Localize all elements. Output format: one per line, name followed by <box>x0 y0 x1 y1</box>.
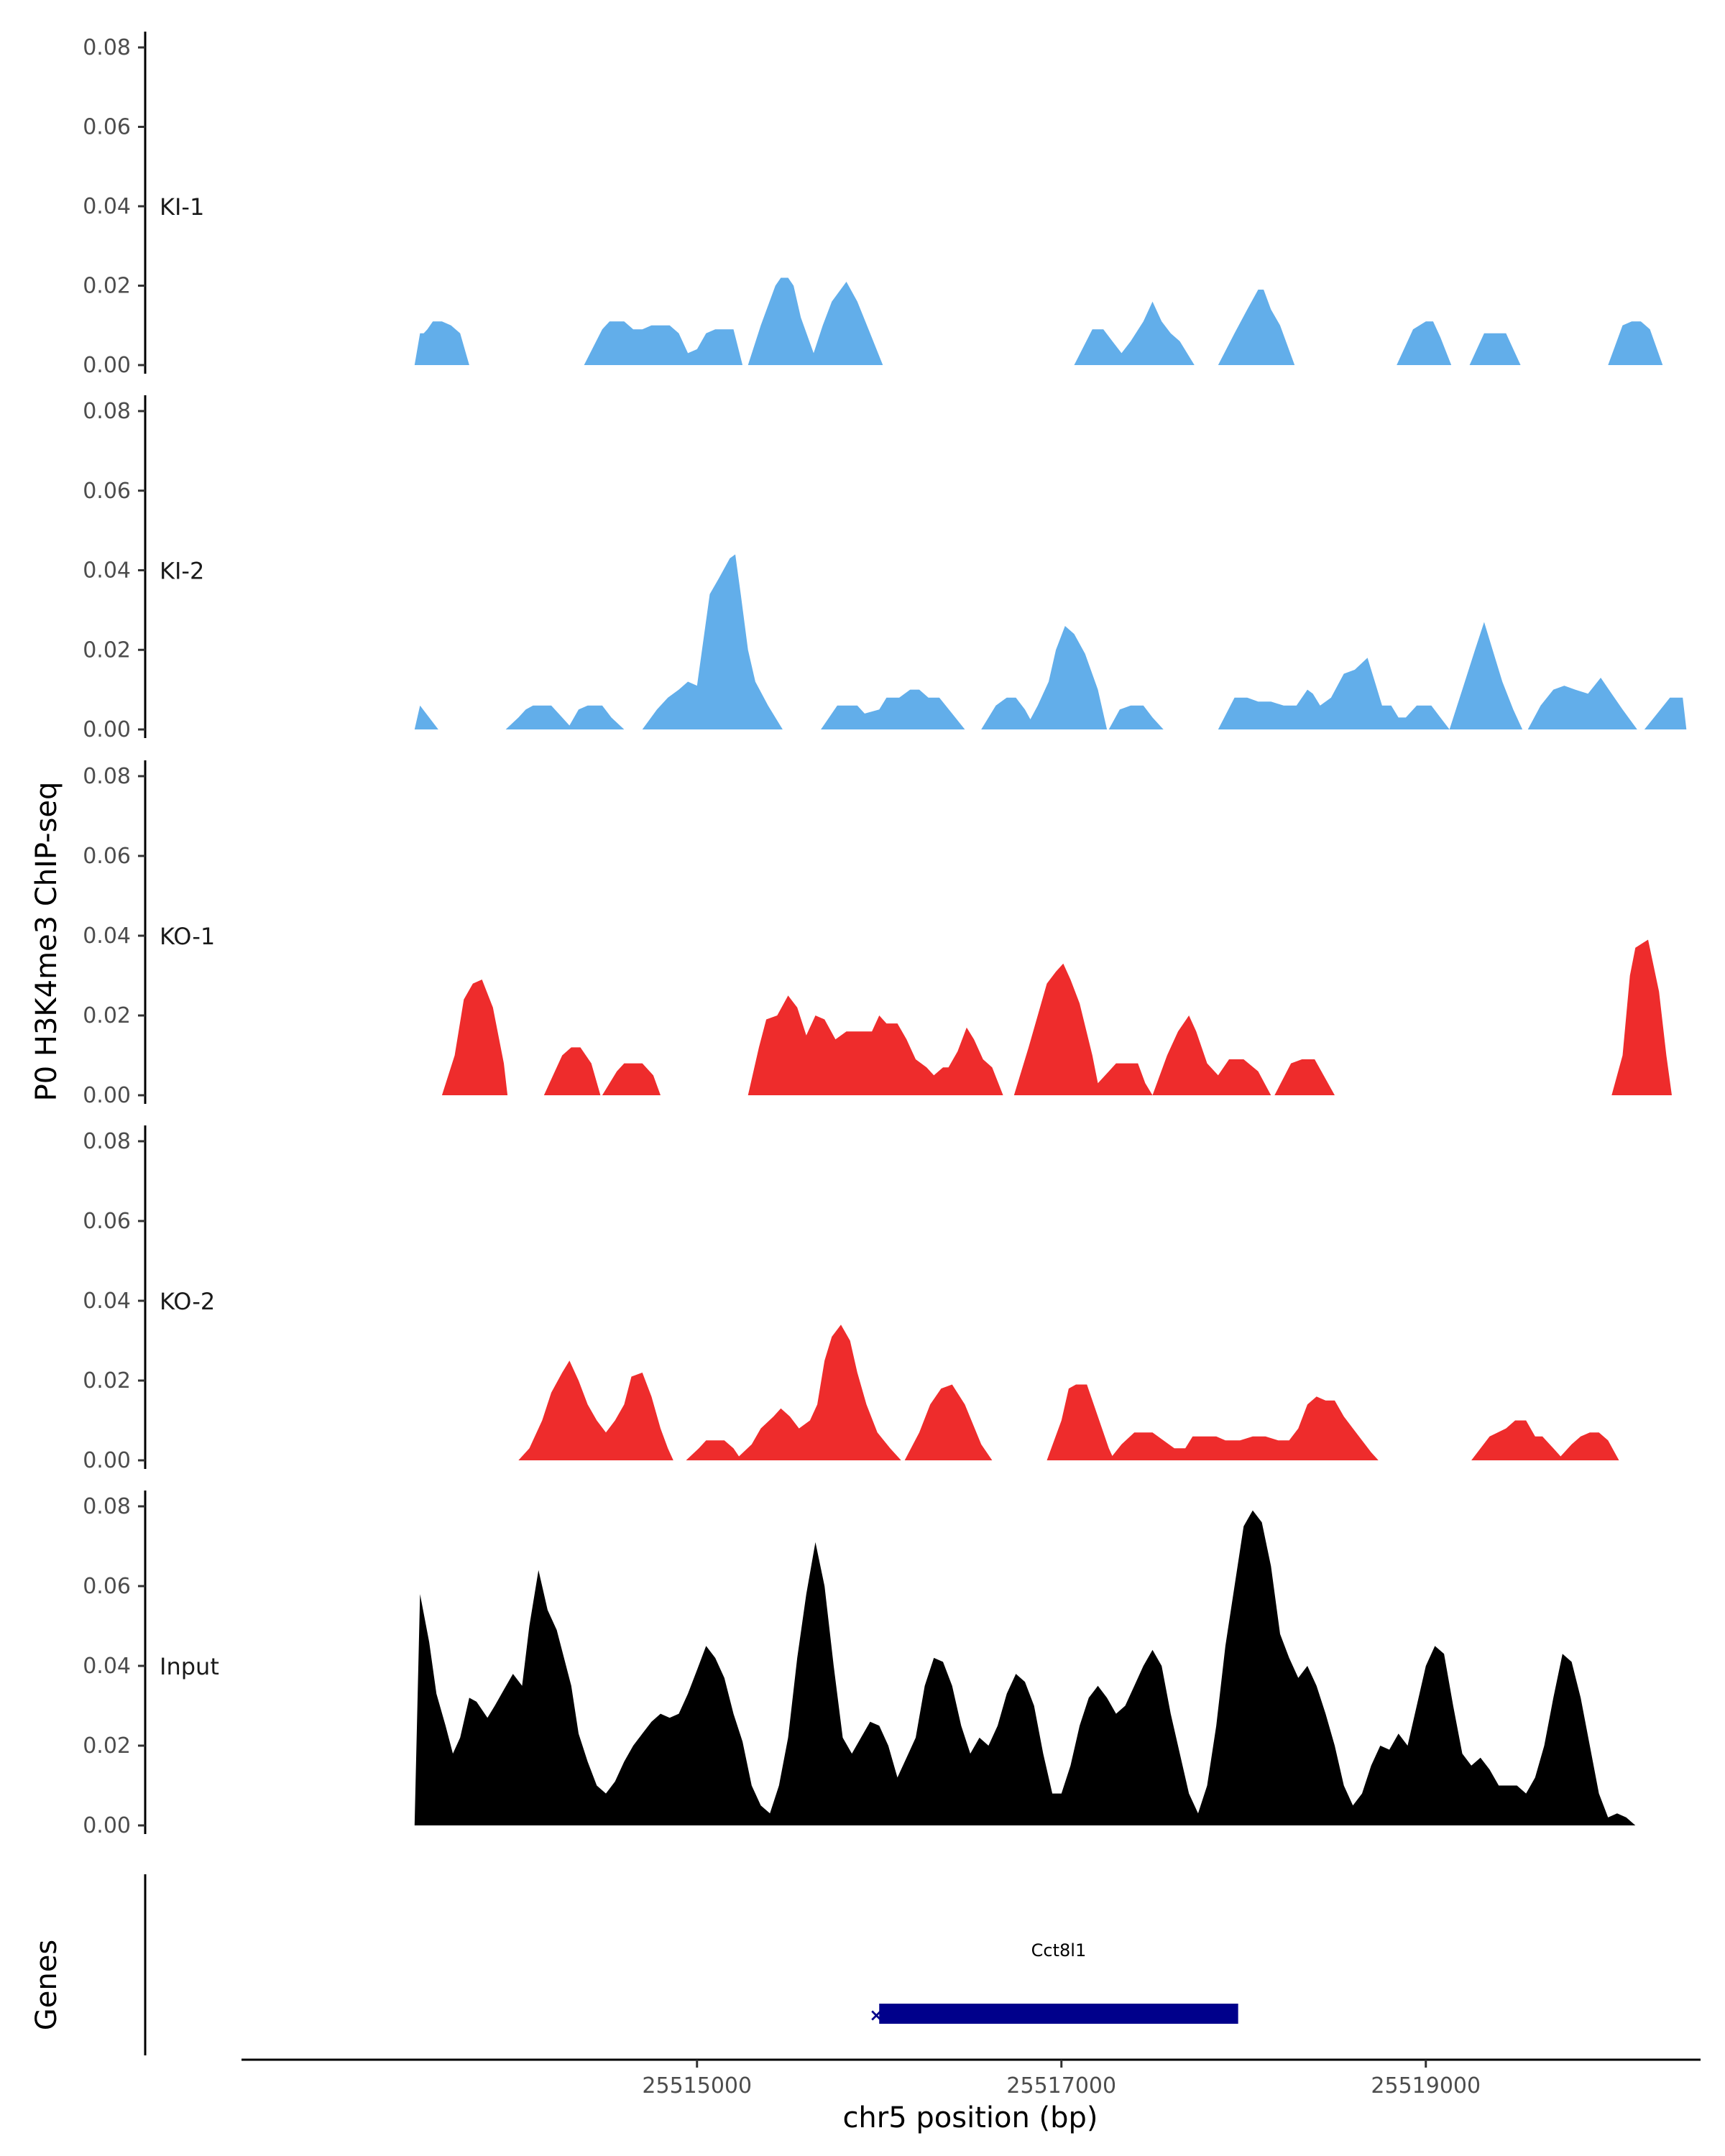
gene-track: × Cct8l1 <box>144 1874 1238 2055</box>
y-tick-label: 0.08 <box>83 1129 131 1154</box>
y-tick-label: 0.02 <box>83 637 131 663</box>
y-tick-label: 0.00 <box>83 717 131 742</box>
y-tick-label: 0.02 <box>83 1368 131 1393</box>
track-label: KI-2 <box>160 558 204 585</box>
y-axis-title: P0 H3K4me3 ChIP-seq <box>30 782 63 1102</box>
track-ki-2: 0.00 0.02 0.04 0.06 0.08 KI-2 <box>83 395 1687 742</box>
y-tick-label: 0.04 <box>83 558 131 584</box>
y-tick-label: 0.04 <box>83 1654 131 1679</box>
signal-peak <box>1152 1015 1271 1095</box>
signal-peak <box>414 1510 1636 1825</box>
signal-peak <box>642 554 783 729</box>
signal-peak <box>518 1360 673 1460</box>
signal-peak <box>1608 321 1663 365</box>
signal-peak <box>1108 1396 1379 1460</box>
y-tick-label: 0.02 <box>83 274 131 299</box>
track-input: 0.00 0.02 0.04 0.06 0.08 Input <box>83 1491 1636 1838</box>
y-tick-label: 0.06 <box>83 1574 131 1599</box>
signal-peak <box>686 1325 901 1460</box>
signal-peak <box>441 980 508 1095</box>
y-tick-label: 0.06 <box>83 844 131 869</box>
track-label: KO-2 <box>160 1288 215 1315</box>
signal-tracks: 0.00 0.02 0.04 0.06 0.08 KI-1 0.00 0.02 0.04 0.06… <box>83 32 1687 1838</box>
signal-peak <box>602 1063 661 1095</box>
y-tick-label: 0.00 <box>83 1083 131 1108</box>
genes-track-title: Genes <box>30 1940 63 2030</box>
signal-peak <box>1025 626 1108 729</box>
track-ko-1: 0.00 0.02 0.04 0.06 0.08 KO-1 <box>83 760 1672 1108</box>
signal-peak <box>981 697 1036 729</box>
y-tick-label: 0.06 <box>83 479 131 504</box>
y-tick-label: 0.04 <box>83 194 131 219</box>
y-tick-label: 0.00 <box>83 353 131 378</box>
track-ki-1: 0.00 0.02 0.04 0.06 0.08 KI-1 <box>83 32 1663 378</box>
track-label: KO-1 <box>160 923 215 950</box>
y-tick-label: 0.02 <box>83 1003 131 1028</box>
y-tick-label: 0.04 <box>83 923 131 949</box>
signal-peak <box>1046 1384 1115 1460</box>
y-tick-label: 0.00 <box>83 1813 131 1838</box>
signal-peak <box>904 1384 993 1460</box>
signal-peak <box>1108 705 1164 729</box>
signal-peak <box>748 995 1003 1095</box>
signal-peak <box>748 277 883 365</box>
signal-peak <box>1611 939 1672 1095</box>
x-tick-label: 25519000 <box>1371 2073 1481 2099</box>
signal-peak <box>1397 321 1452 365</box>
y-tick-label: 0.08 <box>83 1494 131 1519</box>
track-label: Input <box>160 1653 219 1680</box>
y-tick-label: 0.08 <box>83 35 131 60</box>
y-tick-label: 0.06 <box>83 115 131 140</box>
x-axis-title: chr5 position (bp) <box>842 2101 1098 2134</box>
signal-peak <box>821 689 965 729</box>
signal-peak <box>414 321 469 365</box>
signal-peak <box>1218 290 1295 365</box>
y-tick-label: 0.06 <box>83 1209 131 1234</box>
x-axis: 25515000 25517000 25519000 <box>242 2058 1701 2099</box>
track-ko-2: 0.00 0.02 0.04 0.06 0.08 KO-2 <box>83 1125 1619 1473</box>
signal-peak <box>1449 622 1523 729</box>
gene-strand-mark: × <box>869 2005 883 2025</box>
y-tick-label: 0.08 <box>83 399 131 424</box>
signal-peak <box>1218 658 1450 729</box>
gene-name-label: Cct8l1 <box>1031 1940 1087 1961</box>
signal-peak <box>505 705 625 729</box>
y-tick-label: 0.04 <box>83 1289 131 1314</box>
signal-peak <box>1527 678 1637 729</box>
signal-peak <box>584 321 743 365</box>
x-tick-label: 25517000 <box>1006 2073 1116 2099</box>
signal-peak <box>1013 963 1153 1095</box>
signal-peak <box>1469 333 1521 365</box>
signal-peak <box>1274 1059 1335 1095</box>
signal-peak <box>1074 301 1195 365</box>
y-tick-label: 0.08 <box>83 764 131 789</box>
gene-body <box>879 2004 1238 2024</box>
signal-peak <box>1644 697 1687 729</box>
y-tick-label: 0.00 <box>83 1448 131 1473</box>
signal-peak <box>414 705 438 729</box>
track-label: KI-1 <box>160 193 204 221</box>
signal-peak <box>1471 1420 1619 1460</box>
y-tick-label: 0.02 <box>83 1733 131 1759</box>
x-tick-label: 25515000 <box>642 2073 752 2099</box>
signal-peak <box>543 1047 601 1095</box>
